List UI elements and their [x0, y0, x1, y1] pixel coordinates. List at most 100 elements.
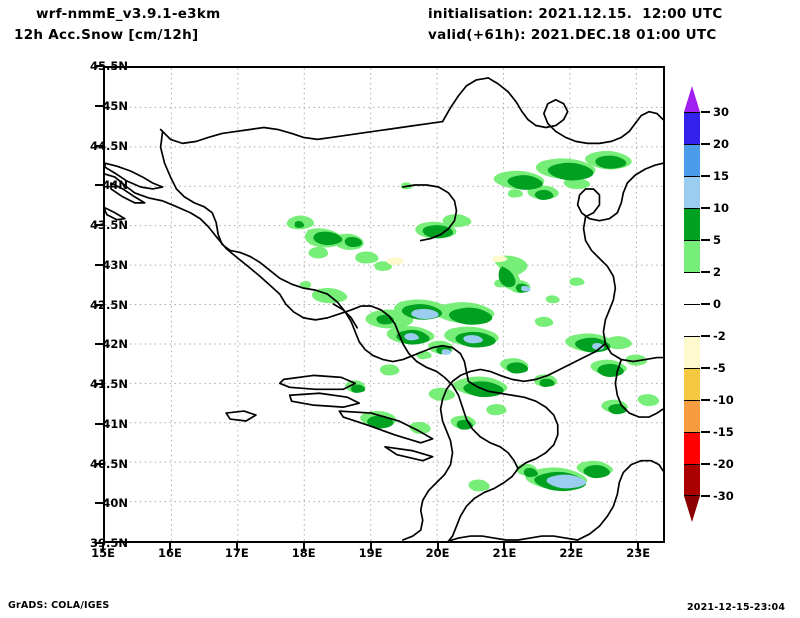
colorbar-tick-neg5: [701, 367, 710, 369]
colorbar-band-20-30: [684, 112, 700, 144]
colorbar-tick-neg15: [701, 431, 710, 433]
ytick-label-41N: 41N: [102, 416, 128, 431]
colorbar-tick-neg2: [701, 335, 710, 337]
colorbar: [684, 112, 700, 496]
grads-credit: GrADS: COLA/IGES: [8, 600, 110, 611]
colorbar-band-0-2: [684, 272, 700, 304]
croatia-border-north: [159, 120, 444, 145]
colorbar-label-neg30: -30: [713, 489, 734, 503]
colorbar-band-neg10-5: [684, 368, 700, 400]
xtick-mark-17E: [235, 543, 238, 551]
ytick-mark-40N: [95, 502, 103, 505]
ytick-label-44N: 44N: [102, 178, 128, 193]
colorbar-under-cap: [684, 496, 700, 522]
ytick-mark-42.5N: [95, 303, 103, 306]
dalmatian-island-vis: [225, 410, 257, 422]
ytick-label-45.5N: 45.5N: [90, 59, 128, 73]
ytick-label-40.5N: 40.5N: [90, 456, 128, 471]
istria-coast: [105, 162, 164, 190]
gridlines: [105, 68, 663, 541]
ytick-label-39.5N: 39.5N: [90, 536, 128, 550]
colorbar-over-cap: [684, 86, 700, 112]
xtick-label-18E: 18E: [291, 546, 316, 560]
serbia-hungary-border: [487, 77, 663, 145]
colorbar-label-neg10: -10: [713, 393, 734, 407]
inner-admin-line-1: [402, 184, 458, 242]
ytick-mark-39.5N: [95, 542, 103, 544]
ytick-label-42.5N: 42.5N: [90, 297, 128, 312]
xtick-mark-15E: [102, 543, 104, 551]
ytick-mark-43N: [95, 263, 103, 266]
ytick-label-45N: 45N: [102, 98, 128, 113]
ytick-mark-40.5N: [95, 462, 103, 465]
xtick-label-21E: 21E: [492, 546, 517, 560]
map-plot-area: [103, 66, 665, 543]
ytick-label-41.5N: 41.5N: [90, 377, 128, 391]
xtick-label-20E: 20E: [425, 546, 450, 560]
colorbar-label-20: 20: [713, 137, 730, 151]
xtick-mark-21E: [503, 543, 506, 551]
coastlines-and-borders: [105, 77, 663, 541]
colorbar-tick-neg10: [701, 399, 710, 401]
initialisation-time: initialisation: 2021.12.15. 12:00 UTC: [428, 6, 723, 22]
xtick-label-15E: 15E: [91, 546, 115, 560]
colorbar-band-neg2-0: [684, 304, 700, 336]
colorbar-band-15-20: [684, 144, 700, 176]
montenegro-albania-border: [447, 467, 519, 541]
serbia-kosovo-border: [467, 380, 559, 470]
render-timestamp: 2021-12-15-23:04: [687, 602, 786, 613]
colorbar-band-neg20-15: [684, 432, 700, 464]
map-canvas: [105, 68, 663, 541]
dalmatian-island-mljet: [384, 445, 434, 462]
ytick-mark-43.5N: [95, 224, 103, 226]
colorbar-label-2: 2: [713, 265, 722, 279]
inner-admin-line-2: [332, 303, 359, 329]
colorbar-band-neg15-10: [684, 400, 700, 432]
colorbar-tick-neg20: [701, 463, 710, 465]
bulgaria-greece-border: [576, 459, 663, 541]
colorbar-label-10: 10: [713, 201, 730, 215]
snow-band-5-10cm: [294, 155, 627, 492]
ytick-label-44.5N: 44.5N: [90, 138, 128, 153]
colorbar-tick-10: [701, 207, 710, 209]
ytick-mark-42N: [95, 343, 103, 346]
snow-accumulation-field: [286, 150, 660, 492]
colorbar-band-neg5-2: [684, 336, 700, 368]
xtick-label-23E: 23E: [626, 546, 651, 560]
xtick-label-19E: 19E: [358, 546, 383, 560]
colorbar-label-30: 30: [713, 105, 730, 119]
colorbar-band-neg30-20: [684, 464, 700, 496]
colorbar-label-neg15: -15: [713, 425, 734, 439]
ytick-mark-45N: [95, 104, 103, 107]
ytick-mark-41.5N: [95, 383, 103, 385]
ytick-label-42N: 42N: [102, 337, 128, 352]
adriatic-coastline: [105, 173, 519, 470]
ytick-label-43.5N: 43.5N: [90, 218, 128, 232]
model-title: wrf-nmmE_v3.9.1-e3km: [36, 6, 221, 22]
dalmatian-island-korcula: [338, 410, 434, 444]
snow-band-10-15cm: [404, 285, 605, 489]
kvarner-islands-2: [105, 206, 126, 221]
xtick-mark-18E: [302, 543, 305, 551]
colorbar-tick-30: [701, 111, 710, 113]
serbia-south-border: [402, 342, 607, 541]
xtick-label-22E: 22E: [559, 546, 584, 560]
map-clip: [105, 68, 663, 541]
colorbar-band-10-15: [684, 176, 700, 208]
ytick-mark-44N: [95, 184, 103, 187]
colorbar-band-2-5: [684, 240, 700, 272]
croatia-bosnia-border: [159, 130, 241, 254]
ytick-label-43N: 43N: [102, 257, 128, 272]
colorbar-tick-20: [701, 143, 710, 145]
bulgaria-inner-border: [614, 358, 663, 418]
field-title: 12h Acc.Snow [cm/12h]: [14, 27, 199, 43]
hungary-border: [441, 77, 490, 123]
xtick-label-16E: 16E: [157, 546, 182, 560]
xtick-mark-22E: [570, 543, 573, 551]
snow-band-trace-yellow: [386, 255, 508, 266]
colorbar-label-neg20: -20: [713, 457, 734, 471]
ytick-label-40N: 40N: [102, 496, 128, 511]
valid-time: valid(+61h): 2021.DEC.18 01:00 UTC: [428, 27, 717, 43]
colorbar-tick-neg30: [701, 495, 710, 497]
colorbar-tick-15: [701, 175, 710, 177]
